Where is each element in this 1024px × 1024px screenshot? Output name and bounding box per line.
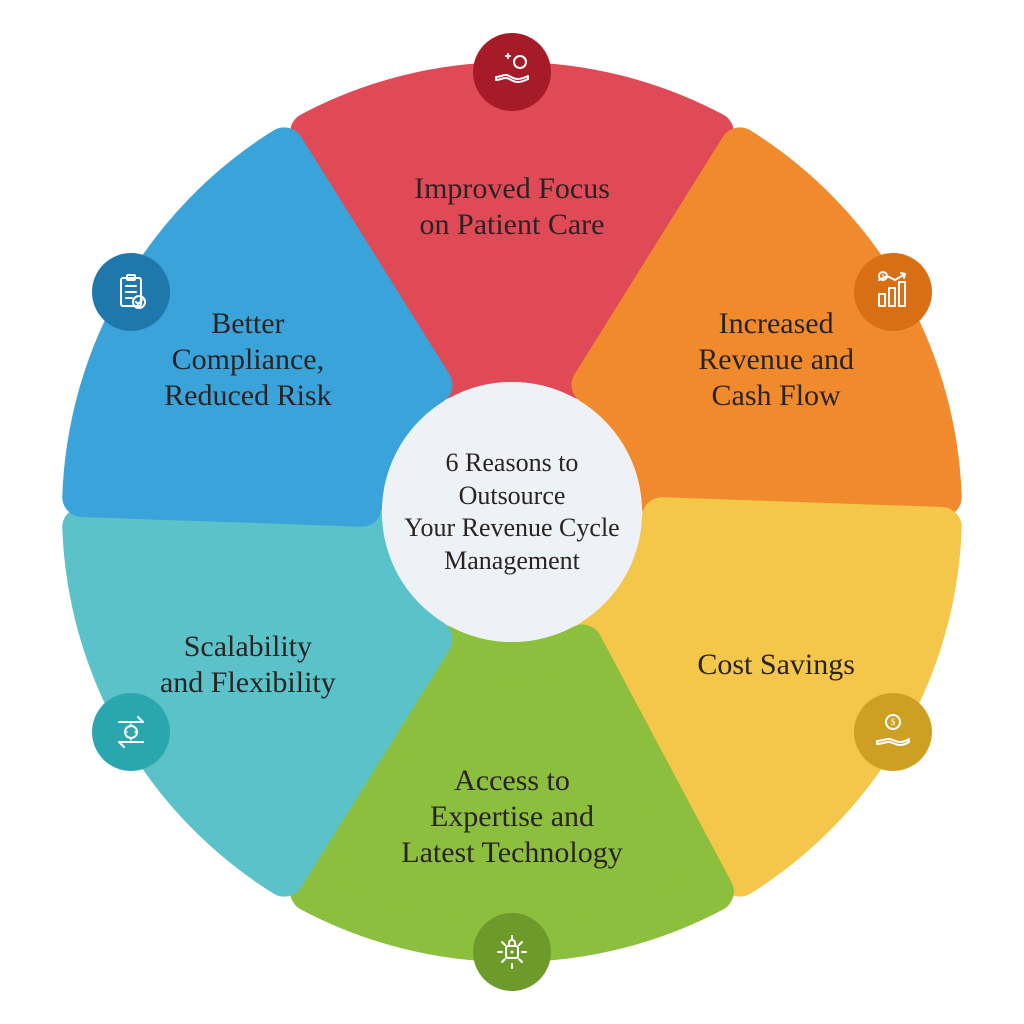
patient-care-icon bbox=[473, 33, 551, 111]
agile-cycle-icon bbox=[92, 693, 170, 771]
clipboard-check-icon bbox=[92, 253, 170, 331]
coin-hand-icon: $ bbox=[854, 693, 932, 771]
svg-text:$: $ bbox=[891, 717, 896, 727]
revenue-chart-icon: $ bbox=[854, 253, 932, 331]
center-hub: 6 Reasons to Outsource Your Revenue Cycl… bbox=[382, 382, 642, 642]
center-title: 6 Reasons to Outsource Your Revenue Cycl… bbox=[404, 447, 619, 577]
tech-lock-icon bbox=[473, 913, 551, 991]
infographic-stage: 6 Reasons to Outsource Your Revenue Cycl… bbox=[0, 0, 1024, 1024]
svg-text:$: $ bbox=[882, 273, 885, 280]
